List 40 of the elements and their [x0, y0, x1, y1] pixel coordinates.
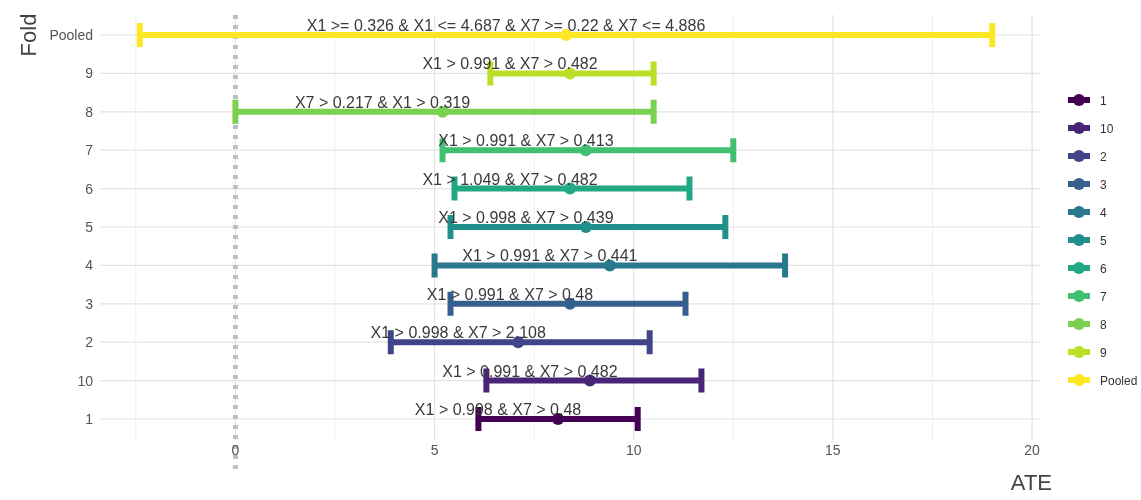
legend-label: 8	[1100, 317, 1107, 332]
legend-label: 1	[1100, 93, 1107, 108]
x-tick-label: 15	[825, 442, 841, 458]
x-tick-label: 5	[430, 442, 439, 458]
legend-label: 10	[1100, 121, 1114, 136]
annotation: X1 > 0.991 & X7 > 0.413	[438, 132, 614, 150]
annotation: X1 > 0.991 & X7 > 0.441	[462, 247, 638, 265]
x-tick-label: 20	[1024, 442, 1041, 458]
annotation: X1 > 1.049 & X7 > 0.482	[422, 170, 598, 188]
x-tick-label: 0	[231, 442, 240, 458]
y-tick-label: 6	[85, 180, 94, 197]
legend-label: 6	[1100, 261, 1107, 276]
y-tick-label: 7	[85, 142, 94, 159]
y-tick-label: 5	[85, 219, 94, 235]
y-tick-label: 1	[85, 411, 94, 427]
legend-label: Pooled	[1100, 373, 1138, 388]
x-tick-label: 10	[625, 442, 642, 458]
legend-label: 2	[1100, 149, 1107, 164]
legend-label: 7	[1100, 289, 1107, 304]
annotation: X1 > 0.991 & X7 > 0.48	[426, 285, 594, 303]
annotation: X1 > 0.998 & X7 > 2.108	[370, 324, 546, 342]
annotation: X1 > 0.998 & X7 > 0.48	[414, 401, 582, 418]
annotation: X1 >= 0.326 & X1 <= 4.687 & X7 >= 0.22 & X7 <= 4.886	[306, 17, 706, 34]
annotation: X7 > 0.217 & X1 > 0.319	[294, 93, 471, 111]
y-tick-label: 8	[85, 103, 94, 120]
y-tick-label: 2	[85, 334, 94, 351]
y-tick-label: 3	[85, 295, 94, 312]
annotation: X1 > 0.991 & X7 > 0.482	[422, 55, 598, 73]
y-axis-title: Fold	[16, 13, 41, 57]
y-tick-label: 10	[77, 372, 94, 389]
legend-label: 4	[1100, 205, 1107, 220]
annotation: X1 > 0.998 & X7 > 0.439	[438, 209, 614, 226]
legend-label: 3	[1100, 177, 1107, 192]
legend-label: 9	[1100, 345, 1107, 360]
legend-label: 5	[1100, 233, 1107, 248]
y-tick-label: Pooled	[49, 27, 93, 43]
x-axis-title: ATE	[1010, 470, 1052, 495]
annotation: X1 > 0.991 & X7 > 0.482	[442, 362, 618, 380]
y-tick-label: 9	[85, 65, 94, 82]
y-tick-label: 4	[85, 257, 94, 274]
